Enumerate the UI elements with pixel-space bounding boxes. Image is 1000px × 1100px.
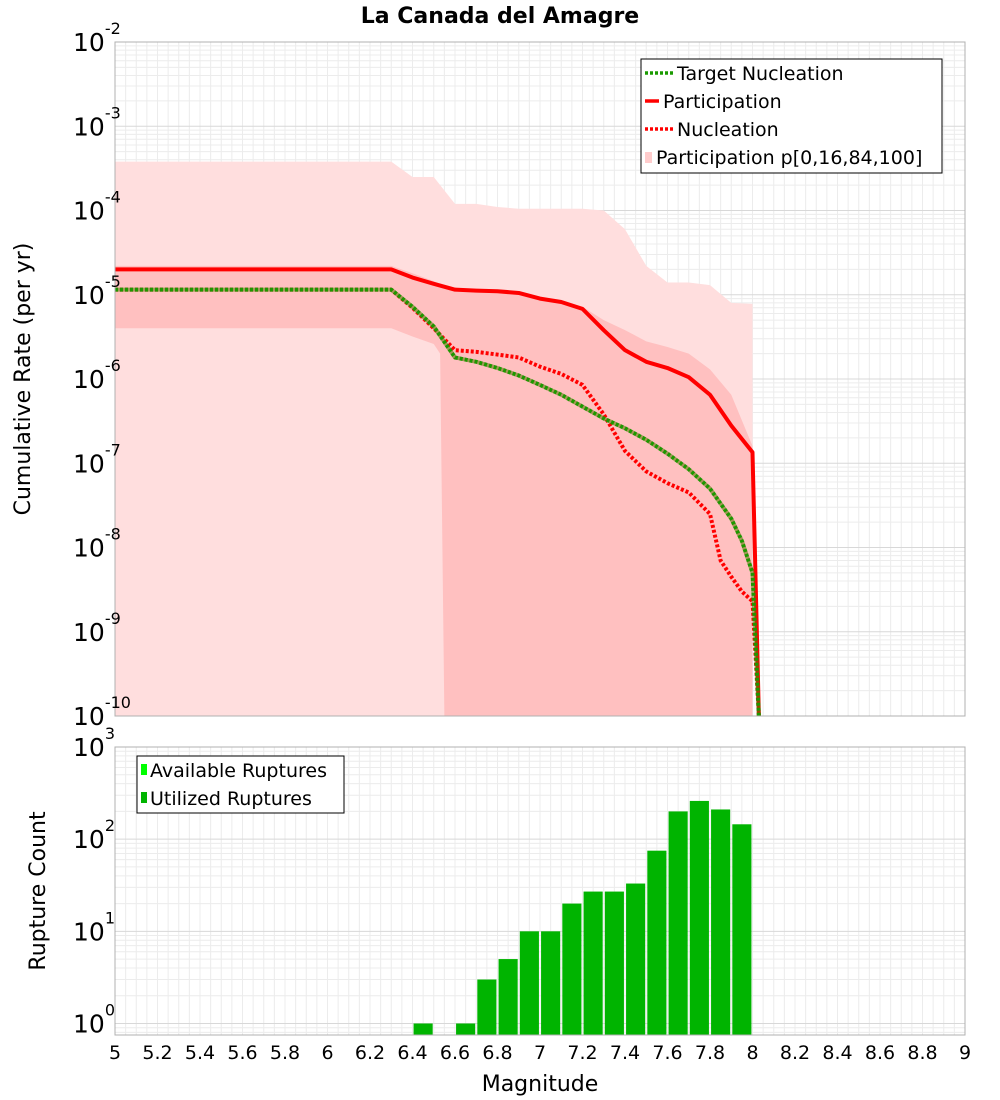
legend-utilized-ruptures-label: Utilized Ruptures xyxy=(150,788,312,810)
series-target-nucleation-overlay xyxy=(115,287,761,716)
magnitude-tick-label: 7.4 xyxy=(610,1042,640,1064)
rate-y-tick-label: 10-4 xyxy=(73,188,121,226)
rupture-y-tick-label: 101 xyxy=(73,908,115,946)
magnitude-x-tick-labels: 5 5.2 5.4 5.6 5.8 6 6.2 6.4 6.6 6.8 7 7.2 7.4 7.6 7.8 8… xyxy=(109,1042,971,1064)
legend-utilized-ruptures-swatch xyxy=(141,792,147,803)
rupture-count-bar xyxy=(626,883,646,1035)
magnitude-tick-label: 5.8 xyxy=(270,1042,300,1064)
magnitude-tick-label: 6.8 xyxy=(482,1042,512,1064)
rate-percentile-bands xyxy=(115,161,753,716)
rate-legend: Target Nucleation Participation Nucleati… xyxy=(640,58,943,174)
rupture-legend-box xyxy=(136,755,345,814)
rupture-count-bar xyxy=(456,1023,476,1035)
magnitude-tick-label: 8 xyxy=(746,1042,758,1064)
magnitude-tick-label: 8.6 xyxy=(865,1042,895,1064)
rate-y-tick-label: 10-2 xyxy=(73,19,121,57)
rupture-bars xyxy=(413,800,752,1035)
rupture-count-bar xyxy=(541,931,561,1035)
rate-y-tick-label: 10-5 xyxy=(73,272,121,310)
rupture-count-bar xyxy=(732,824,752,1035)
rupture-count-bar xyxy=(711,809,731,1035)
rate-y-tick-label: 10-6 xyxy=(73,356,121,394)
rupture-count-bar xyxy=(689,800,709,1035)
legend-available-ruptures-swatch xyxy=(141,764,147,775)
rupture-count-bar xyxy=(668,811,688,1035)
rate-y-axis-label: Cumulative Rate (per yr) xyxy=(11,243,36,516)
x-axis-label: Magnitude xyxy=(482,1072,599,1097)
magnitude-tick-label: 6.4 xyxy=(397,1042,427,1064)
legend-available-ruptures-label: Available Ruptures xyxy=(150,760,327,782)
magnitude-tick-label: 5 xyxy=(109,1042,121,1064)
rupture-y-tick-label: 102 xyxy=(73,816,115,854)
magnitude-tick-label: 7.6 xyxy=(652,1042,682,1064)
rate-plot-frame xyxy=(114,41,966,717)
magnitude-tick-label: 7.8 xyxy=(695,1042,725,1064)
series-participation xyxy=(115,267,761,716)
magnitude-tick-label: 5.6 xyxy=(227,1042,257,1064)
band-p16-p84 xyxy=(115,265,753,716)
magnitude-tick-label: 8.4 xyxy=(822,1042,852,1064)
magnitude-tick-label: 6 xyxy=(321,1042,333,1064)
magnitude-tick-label: 6.6 xyxy=(440,1042,470,1064)
legend-target-nucleation-label: Target Nucleation xyxy=(676,63,844,85)
magnitude-tick-label: 7.2 xyxy=(567,1042,597,1064)
rupture-count-bar xyxy=(647,850,667,1035)
legend-participation-band-swatch xyxy=(645,152,652,163)
magnitude-tick-label: 5.2 xyxy=(142,1042,172,1064)
legend-nucleation-label: Nucleation xyxy=(677,119,779,141)
series-nucleation xyxy=(115,287,761,716)
rupture-count-bar xyxy=(562,903,582,1035)
rupture-count-bar xyxy=(413,1023,433,1035)
rate-y-tick-label: 10-8 xyxy=(73,525,121,563)
rate-legend-box xyxy=(640,58,943,174)
legend-participation-label: Participation xyxy=(663,91,782,113)
magnitude-tick-label: 8.8 xyxy=(907,1042,937,1064)
magnitude-tick-label: 6.2 xyxy=(355,1042,385,1064)
rate-y-tick-label: 10-3 xyxy=(73,103,121,141)
rupture-count-bar xyxy=(477,979,497,1035)
rupture-plot-frame xyxy=(114,746,966,1036)
rupture-y-tick-label: 100 xyxy=(73,1000,115,1038)
magnitude-tick-label: 5.4 xyxy=(185,1042,215,1064)
rupture-count-bar xyxy=(604,891,624,1035)
rupture-count-bar xyxy=(519,931,539,1035)
rupture-count-bar xyxy=(583,891,603,1035)
rupture-count-bar xyxy=(498,959,518,1035)
rate-series-lines xyxy=(115,267,761,716)
magnitude-tick-label: 8.2 xyxy=(780,1042,810,1064)
rupture-legend: Available Ruptures Utilized Ruptures xyxy=(136,755,345,814)
magnitude-tick-label: 9 xyxy=(959,1042,971,1064)
chart-title: La Canada del Amagre xyxy=(361,4,639,29)
legend-participation-band-label: Participation p[0,16,84,100] xyxy=(656,147,922,169)
rate-y-tick-label: 10-7 xyxy=(73,440,121,478)
rupture-y-axis-label: Rupture Count xyxy=(26,811,51,971)
magnitude-tick-label: 7 xyxy=(534,1042,546,1064)
rate-y-tick-label: 10-9 xyxy=(73,609,121,647)
